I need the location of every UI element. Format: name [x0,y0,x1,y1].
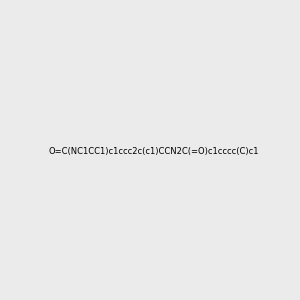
Text: O=C(NC1CC1)c1ccc2c(c1)CCN2C(=O)c1cccc(C)c1: O=C(NC1CC1)c1ccc2c(c1)CCN2C(=O)c1cccc(C)… [49,147,259,156]
